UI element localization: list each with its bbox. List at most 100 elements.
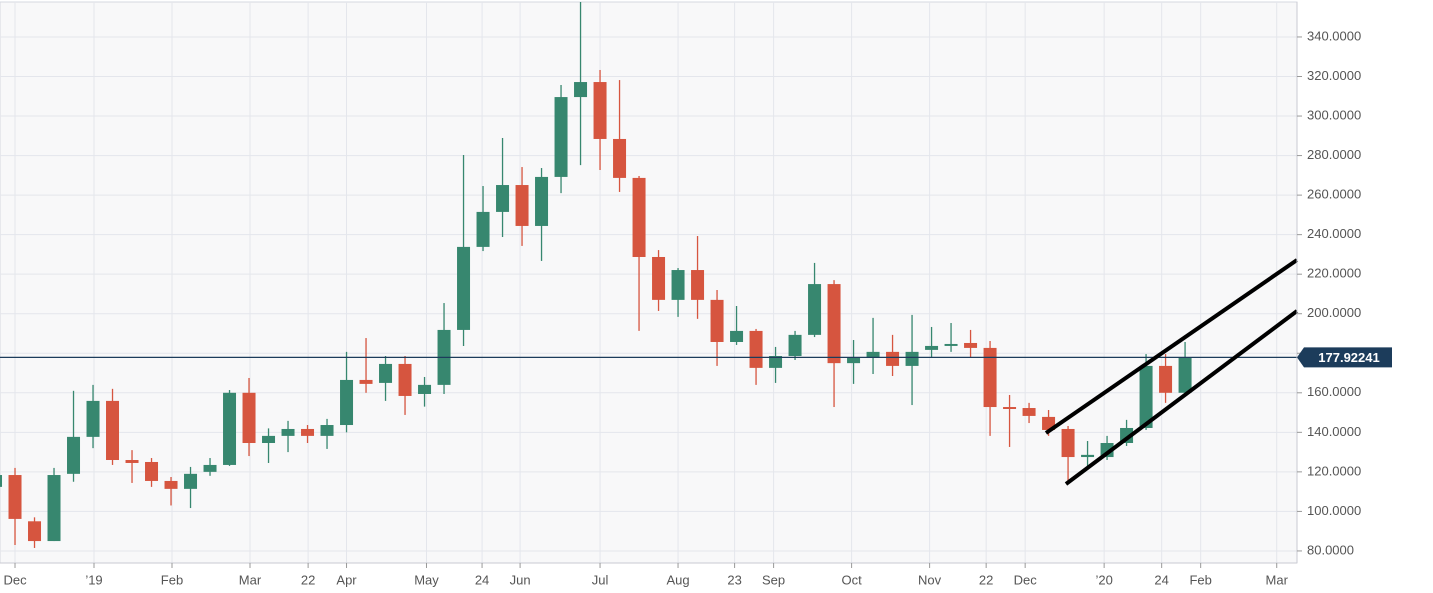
x-tick-label: 22 <box>979 572 993 587</box>
trend-line <box>1064 309 1299 486</box>
candle-body <box>340 379 354 426</box>
candle-body <box>106 400 120 461</box>
candle-body <box>67 436 81 474</box>
candle-body <box>983 347 997 408</box>
candle-body <box>886 351 900 366</box>
candle-body <box>86 400 100 437</box>
grid <box>0 2 1297 563</box>
candle-body <box>866 351 880 359</box>
candle-body <box>379 363 393 383</box>
candle-body <box>223 392 237 465</box>
candle-body <box>320 425 334 436</box>
candle-body <box>788 334 802 357</box>
candle-body <box>827 284 841 364</box>
last-price-label: 177.92241 <box>1318 350 1379 365</box>
candle-body <box>476 211 490 247</box>
candle-body <box>769 356 783 368</box>
candle-body <box>1159 365 1173 393</box>
y-tick-label: 140.0000 <box>1307 424 1361 439</box>
candles <box>0 2 1297 548</box>
x-tick-label: Nov <box>918 572 942 587</box>
candle-body <box>1022 408 1036 416</box>
candle-body <box>593 82 607 139</box>
candle-body <box>1178 357 1192 393</box>
y-tick-label: 260.0000 <box>1307 187 1361 202</box>
candle-body <box>398 363 412 396</box>
candle-body <box>301 428 315 436</box>
x-tick-label: Feb <box>1189 572 1211 587</box>
x-tick-label: Dec <box>1014 572 1038 587</box>
y-tick-label: 220.0000 <box>1307 266 1361 281</box>
candle-body <box>359 379 373 384</box>
candle-body <box>184 473 198 489</box>
candle-body <box>281 428 295 436</box>
candle-body <box>847 358 861 364</box>
candle-body <box>535 176 549 226</box>
y-tick-label: 300.0000 <box>1307 107 1361 122</box>
candle-body <box>554 97 568 177</box>
candle-body <box>710 299 724 342</box>
candle-body <box>691 270 705 300</box>
candle-body <box>1139 365 1153 428</box>
y-tick-label: 320.0000 <box>1307 68 1361 83</box>
y-tick-label: 80.0000 <box>1307 542 1354 557</box>
axes: 80.0000 100.0000 120.0000 140.0000 160.0000 1… <box>3 28 1392 587</box>
x-tick-label: Dec <box>3 572 27 587</box>
x-tick-label: Sep <box>762 572 785 587</box>
y-tick-label: 100.0000 <box>1307 503 1361 518</box>
candle-body <box>632 177 646 257</box>
x-tick-label: Mar <box>1266 572 1289 587</box>
x-tick-label: Aug <box>666 572 689 587</box>
y-tick-label: 340.0000 <box>1307 28 1361 43</box>
candle-body <box>944 343 958 346</box>
y-tick-label: 280.0000 <box>1307 147 1361 162</box>
x-tick-label: 22 <box>301 572 315 587</box>
candle-body <box>47 475 61 542</box>
candle-body <box>496 185 510 212</box>
candle-body <box>730 330 744 342</box>
candle-body <box>262 435 276 444</box>
y-tick-label: 120.0000 <box>1307 463 1361 478</box>
x-tick-label: Mar <box>239 572 262 587</box>
y-tick-label: 160.0000 <box>1307 384 1361 399</box>
candle-body <box>457 246 471 330</box>
trend-line <box>1044 258 1299 435</box>
candle-body <box>0 475 3 487</box>
y-tick-label: 200.0000 <box>1307 305 1361 320</box>
candle-body <box>1081 454 1095 458</box>
candle-body <box>613 138 627 178</box>
candle-body <box>808 284 822 335</box>
x-tick-label: ’20 <box>1095 572 1112 587</box>
x-tick-label: ’19 <box>85 572 102 587</box>
candle-body <box>574 82 588 98</box>
candle-body <box>418 384 432 394</box>
candle-body <box>28 521 42 542</box>
candle-body <box>1061 428 1075 458</box>
candle-body <box>964 342 978 348</box>
x-tick-label: Apr <box>336 572 357 587</box>
candle-body <box>1003 407 1017 410</box>
x-tick-label: Oct <box>841 572 862 587</box>
x-tick-label: 24 <box>475 572 489 587</box>
x-tick-label: 23 <box>727 572 741 587</box>
x-tick-label: Jul <box>592 572 609 587</box>
x-tick-label: Feb <box>161 572 183 587</box>
candle-body <box>749 330 763 368</box>
candle-body <box>515 185 529 226</box>
last-price-tag <box>1297 347 1392 368</box>
candle-body <box>145 461 159 481</box>
candle-body <box>652 256 666 300</box>
x-tick-label: 24 <box>1154 572 1168 587</box>
x-tick-label: Jun <box>510 572 531 587</box>
candle-body <box>905 351 919 366</box>
candle-body <box>671 270 685 300</box>
trend-channel <box>1044 258 1299 486</box>
candle-body <box>242 392 256 444</box>
candle-body <box>8 475 22 519</box>
y-tick-label: 240.0000 <box>1307 226 1361 241</box>
candle-body <box>203 464 217 472</box>
candle-body <box>925 345 939 350</box>
x-tick-label: May <box>414 572 439 587</box>
